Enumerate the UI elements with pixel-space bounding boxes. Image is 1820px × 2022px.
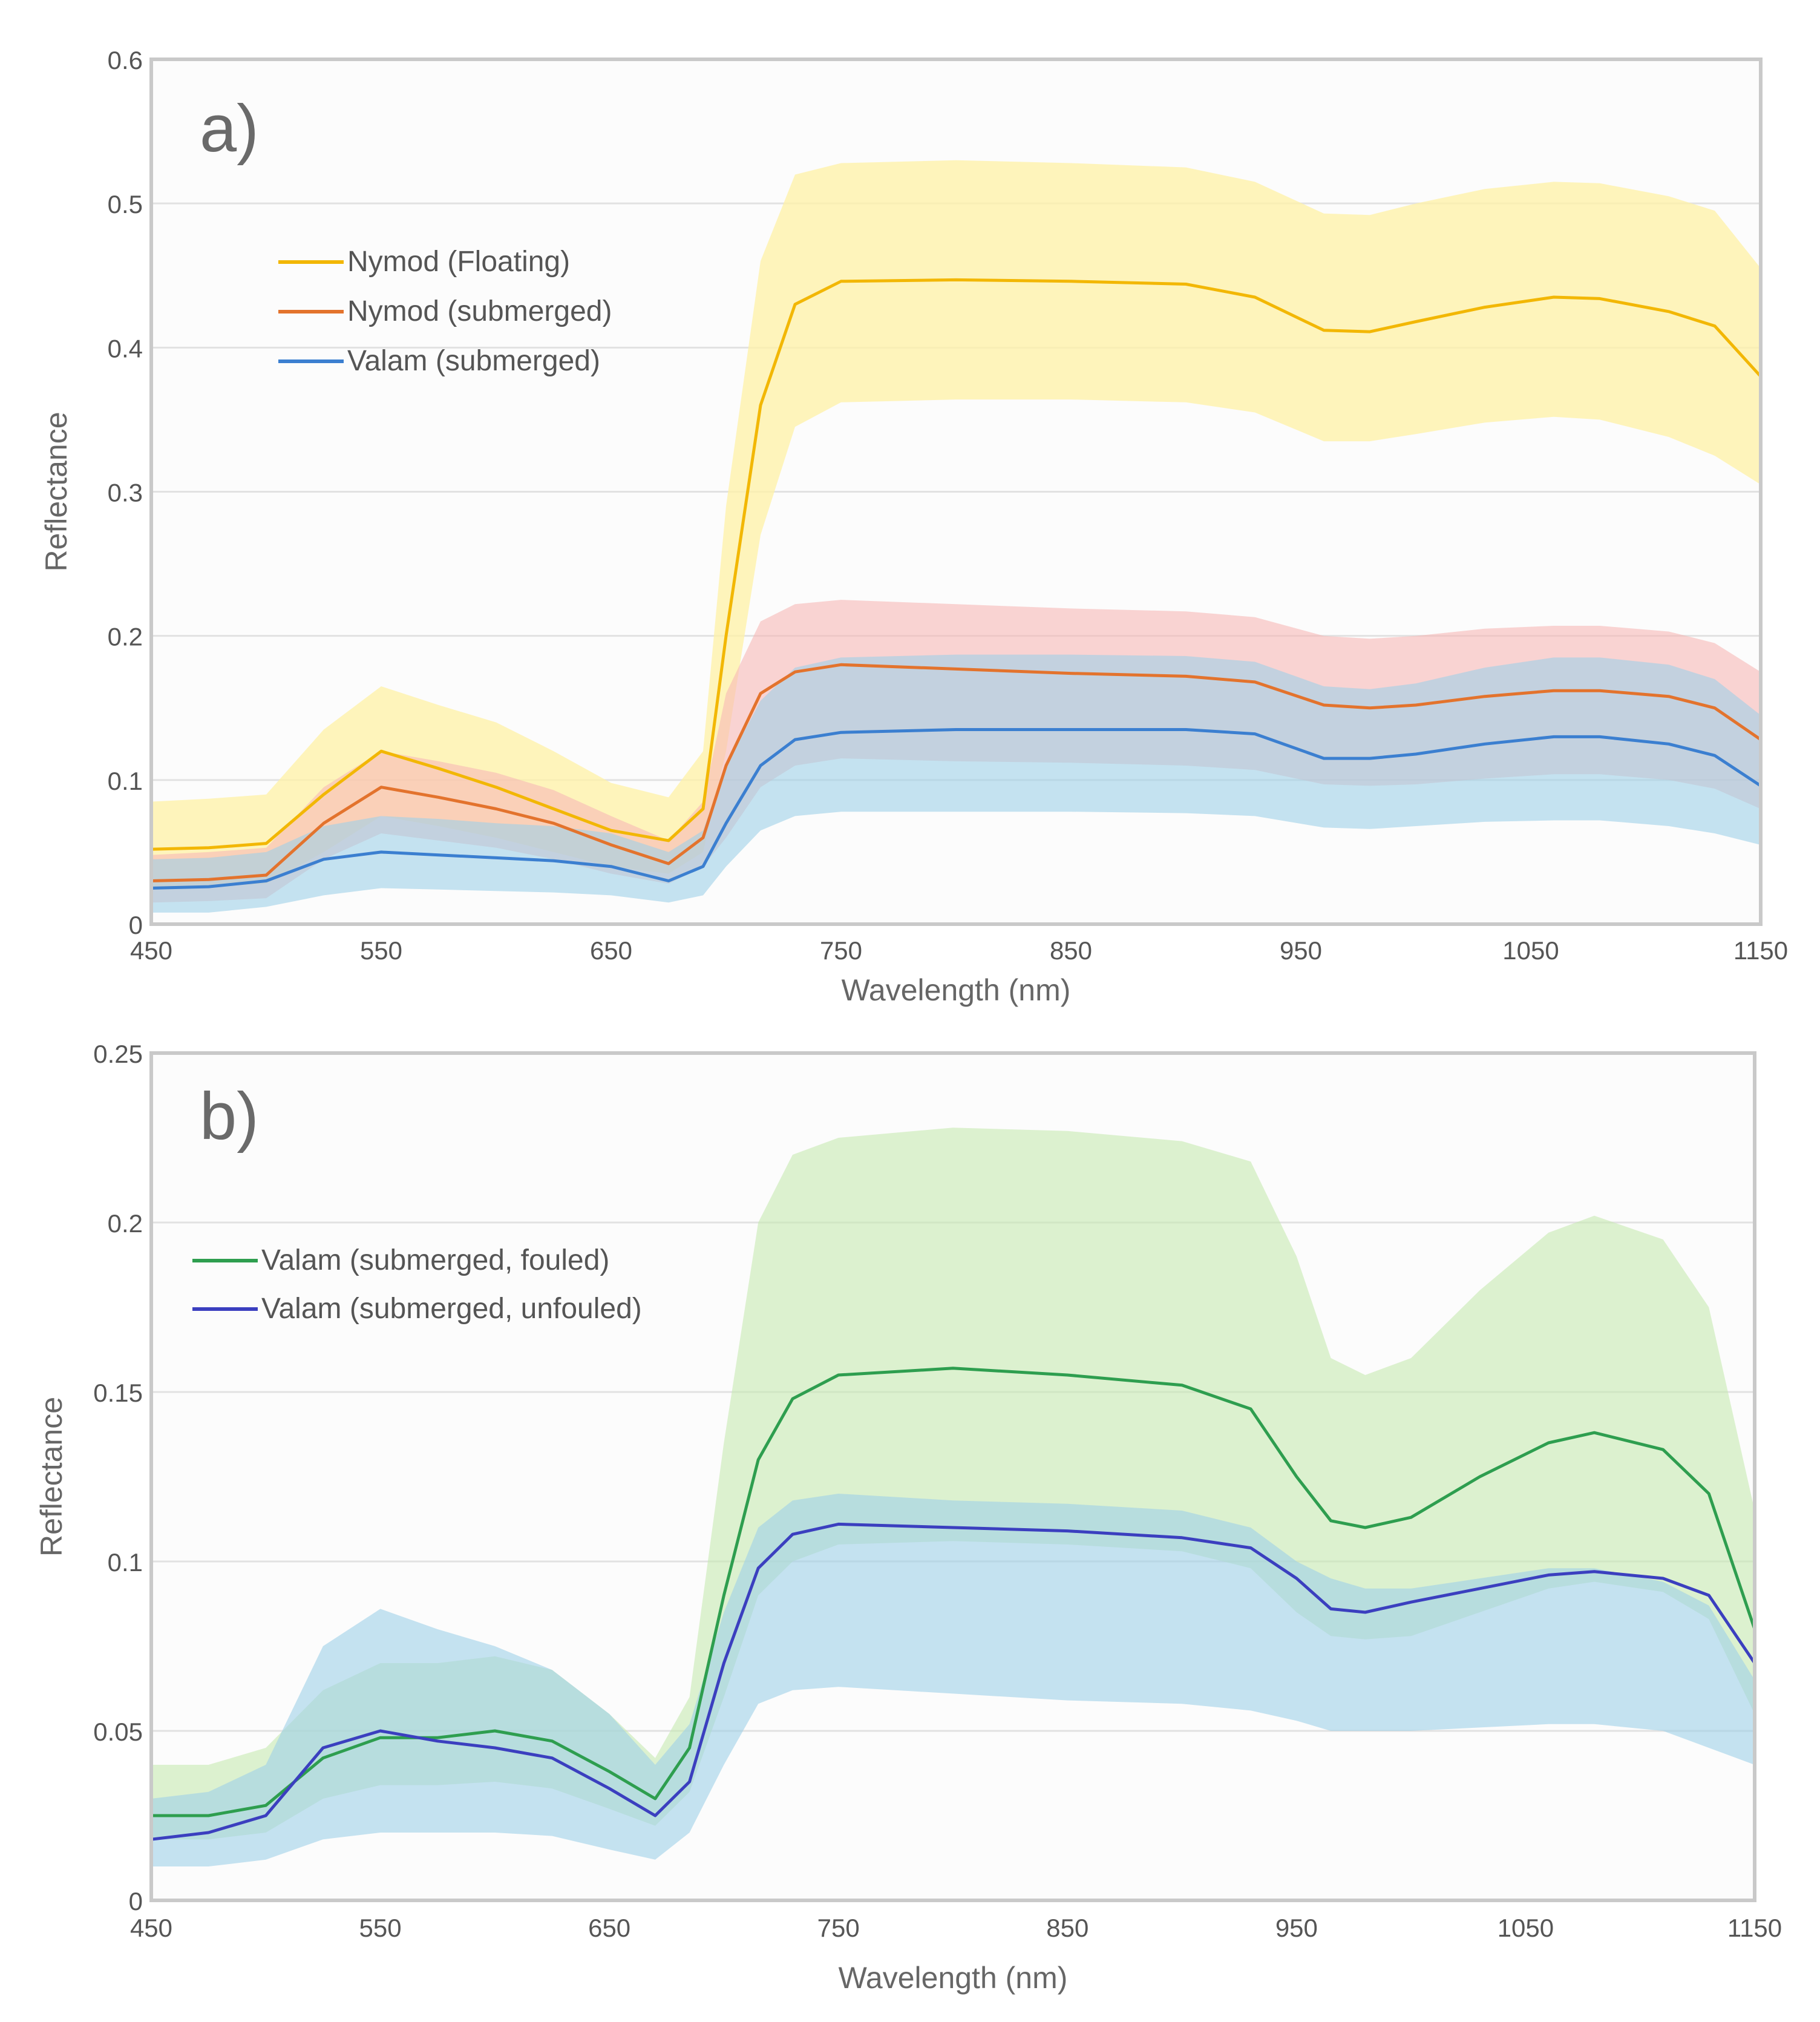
chart-b-ytick-label: 0.05: [93, 1718, 143, 1746]
chart-b-legend-label-1: Valam (submerged, fouled): [261, 1244, 609, 1276]
chart-b-ytick-label: 0.15: [93, 1379, 143, 1407]
chart-b-xtick-label: 1150: [1727, 1914, 1782, 1942]
chart-b-ytick-label: 0.2: [108, 1209, 143, 1238]
chart-a-ytick-label: 0.6: [108, 46, 143, 74]
chart-a-xtick-label: 850: [1050, 936, 1092, 965]
chart-a-band-1: [151, 160, 1761, 888]
chart-b-legend-label-2: Valam (submerged, unfouled): [261, 1293, 642, 1325]
chart-a-xtick-label: 750: [820, 936, 862, 965]
chart-a-ytick-label: 0.2: [108, 623, 143, 651]
chart-a-ytick-label: 0.1: [108, 767, 143, 795]
chart-a-xtick-label: 650: [590, 936, 632, 965]
chart-a-panel-label: a): [200, 91, 259, 166]
chart-b-xtick-label: 550: [359, 1914, 402, 1942]
chart-a-x-axis-label: Wavelength (nm): [842, 973, 1071, 1007]
chart-b-frame: [149, 1051, 1756, 1902]
chart-b-panel-label: b): [200, 1079, 259, 1154]
chart-a-band-3: [151, 654, 1761, 913]
chart-a-legend: Nymod (Floating) Nymod (submerged) Valam (…: [278, 246, 612, 377]
chart-a-frame: [149, 57, 1763, 926]
chart-b-ytick-label: 0.25: [93, 1040, 143, 1068]
chart-a-ytick-label: 0.5: [108, 190, 143, 218]
chart-b-xtick-label: 450: [130, 1914, 172, 1942]
chart-b-x-axis-label: Wavelength (nm): [839, 1961, 1068, 1995]
chart-b-series-line-2: [151, 1522, 1756, 1841]
chart-a-ytick-label: 0.4: [108, 334, 143, 363]
chart-a-ytick-label: 0: [129, 911, 143, 939]
chart-a-xtick-label: 450: [130, 936, 172, 965]
chart-b-band-2: [151, 1494, 1755, 1866]
chart-a: 0 0.1 0.2 0.3 0.4 0.5 0.6 450 550 650 750 850 950 105…: [39, 46, 1788, 1007]
chart-a-xtick-label: 1150: [1733, 936, 1788, 965]
chart-b-ytick-label: 0.1: [108, 1548, 143, 1577]
chart-b-xtick-label: 1050: [1498, 1914, 1554, 1942]
chart-b-xtick-label: 750: [817, 1914, 860, 1942]
chart-a-y-axis-label: Reflectance: [39, 412, 73, 571]
chart-a-ytick-label: 0.3: [108, 479, 143, 507]
chart-b-xtick-label: 650: [588, 1914, 630, 1942]
chart-a-legend-label-2: Nymod (submerged): [347, 295, 612, 327]
chart-b-y-axis-label: Reflectance: [34, 1397, 68, 1557]
chart-a-series-line-3: [151, 728, 1762, 890]
chart-b-band-1: [151, 1128, 1755, 1840]
chart-b: 0 0.05 0.1 0.15 0.2 0.25 450 550 650 750 850 950 105…: [34, 1040, 1782, 1995]
chart-b-xtick-label: 850: [1046, 1914, 1088, 1942]
chart-b-legend: Valam (submerged, fouled) Valam (submerge…: [192, 1244, 642, 1325]
chart-a-xtick-label: 950: [1280, 936, 1322, 965]
chart-a-xtick-label: 550: [360, 936, 402, 965]
chart-b-xtick-label: 950: [1275, 1914, 1318, 1942]
chart-a-series-line-1: [151, 278, 1762, 851]
chart-a-xtick-label: 1050: [1502, 936, 1559, 965]
chart-a-legend-label-1: Nymod (Floating): [347, 246, 570, 278]
chart-a-series-line-2: [151, 663, 1762, 882]
chart-a-legend-label-3: Valam (submerged): [347, 345, 600, 377]
chart-b-ytick-label: 0: [129, 1887, 143, 1915]
